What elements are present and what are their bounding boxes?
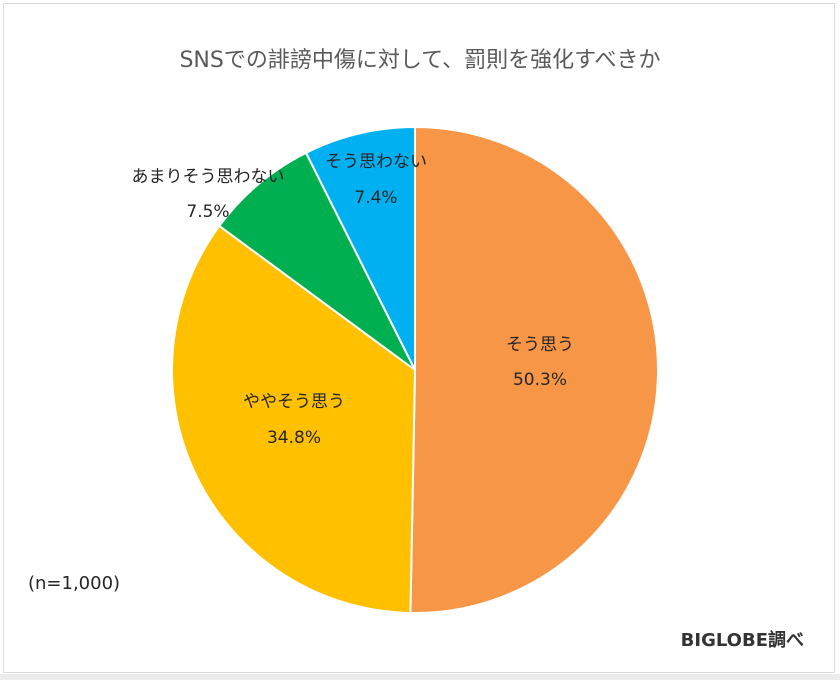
pie-slice-3 — [304, 125, 416, 371]
label-slice-0: そう思う — [506, 335, 574, 355]
pie-slice-0 — [409, 125, 659, 614]
bottom-strip — [0, 674, 840, 680]
chart-title: SNSでの誹謗中傷に対して、罰則を強化すべきか — [179, 48, 661, 73]
value-slice-3: 7.4% — [354, 188, 398, 208]
value-slice-0: 50.3% — [512, 370, 568, 390]
pie-slice-2 — [217, 151, 416, 371]
sample-size-note: (n=1,000) — [28, 573, 121, 594]
label-slice-1: ややそう思う — [243, 392, 345, 412]
source-credit: BIGLOBE調べ — [680, 630, 804, 651]
pie-slice-1 — [171, 224, 417, 614]
label-slice-3: そう思わない — [325, 152, 427, 172]
value-slice-1: 34.8% — [266, 428, 322, 448]
label-slice-2: あまりそう思わない — [131, 167, 285, 187]
value-slice-2: 7.5% — [186, 202, 230, 222]
